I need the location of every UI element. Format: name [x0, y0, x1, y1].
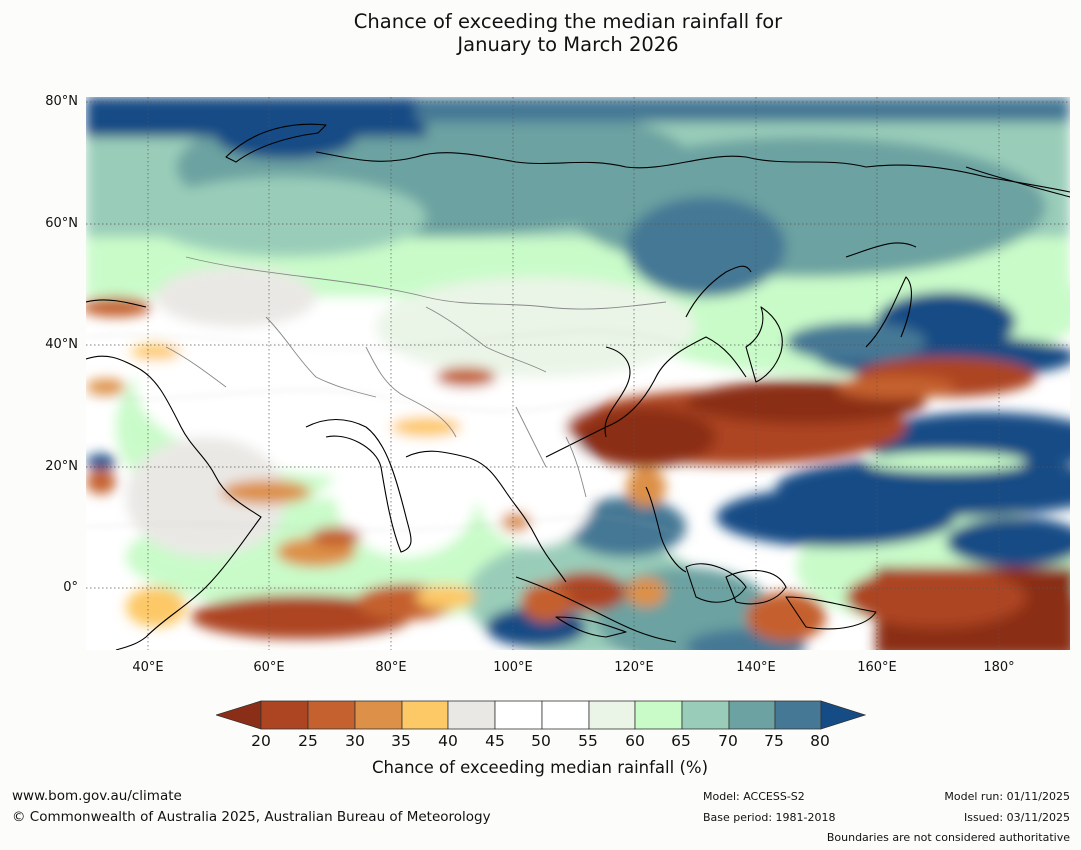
colorbar-lower-extend: [214, 700, 262, 730]
lon-label-80e: 80°E: [375, 660, 407, 675]
colorbar-swatch-35-40: [401, 700, 449, 730]
colorbar-tick-35: 35: [391, 732, 411, 750]
colorbar-tick-20: 20: [251, 732, 271, 750]
colorbar-swatch-55-60: [588, 700, 636, 730]
colorbar-tick-80: 80: [810, 732, 830, 750]
rainfall-map: [86, 97, 1070, 650]
colorbar-tick-60: 60: [625, 732, 645, 750]
lon-label-100e: 100°E: [493, 660, 533, 675]
graticule: [86, 97, 1070, 650]
colorbar-tick-75: 75: [764, 732, 784, 750]
website-link[interactable]: www.bom.gov.au/climate: [12, 788, 182, 804]
colorbar-swatch-75-80: [774, 700, 822, 730]
colorbar-swatch-40-45: [447, 700, 496, 730]
lat-label-0: 0°: [63, 580, 78, 595]
lon-label-120e: 120°E: [614, 660, 654, 675]
colorbar-swatch-65-70: [681, 700, 730, 730]
country-borders: [165, 256, 667, 498]
boundaries-note: Boundaries are not considered authoritat…: [826, 831, 1070, 844]
colorbar-upper-extend: [820, 700, 867, 730]
colorbar-tick-40: 40: [438, 732, 458, 750]
coastlines: [86, 123, 1070, 650]
colorbar-tick-30: 30: [345, 732, 365, 750]
title-line-1: Chance of exceeding the median rainfall …: [353, 10, 783, 33]
lon-label-160e: 160°E: [857, 660, 897, 675]
chart-title: Chance of exceeding the median rainfall …: [0, 10, 1081, 56]
lon-label-140e: 140°E: [736, 660, 776, 675]
colorbar-swatch-30-35: [354, 700, 403, 730]
model-run-date: Model run: 01/11/2025: [944, 790, 1070, 803]
colorbar: [214, 700, 867, 736]
colorbar-swatch-25-30: [307, 700, 356, 730]
colorbar-tick-65: 65: [671, 732, 691, 750]
lon-label-40e: 40°E: [132, 660, 164, 675]
lat-label-80n: 80°N: [45, 94, 78, 109]
lat-label-40n: 40°N: [45, 337, 78, 352]
map-canvas: [86, 97, 1070, 650]
colorbar-swatch-45-50: [494, 700, 543, 730]
colorbar-swatch-20-25: [260, 700, 309, 730]
lon-label-60e: 60°E: [253, 660, 285, 675]
lat-label-20n: 20°N: [45, 459, 78, 474]
lon-label-180: 180°: [983, 660, 1015, 675]
colorbar-label: Chance of exceeding median rainfall (%): [371, 758, 709, 777]
colorbar-tick-70: 70: [718, 732, 738, 750]
colorbar-swatches: [214, 700, 867, 730]
lat-label-60n: 60°N: [45, 216, 78, 231]
probability-field: [86, 97, 1070, 650]
base-period: Base period: 1981-2018: [703, 811, 836, 824]
title-line-2: January to March 2026: [457, 33, 679, 56]
model-name: Model: ACCESS-S2: [703, 790, 805, 803]
colorbar-tick-45: 45: [485, 732, 505, 750]
colorbar-swatch-60-65: [634, 700, 683, 730]
copyright-text: © Commonwealth of Australia 2025, Austra…: [12, 809, 491, 825]
issued-date: Issued: 03/11/2025: [963, 811, 1070, 824]
colorbar-tick-55: 55: [578, 732, 598, 750]
colorbar-swatch-70-75: [728, 700, 776, 730]
colorbar-tick-25: 25: [298, 732, 318, 750]
colorbar-tick-50: 50: [531, 732, 551, 750]
colorbar-swatch-50-55: [541, 700, 590, 730]
